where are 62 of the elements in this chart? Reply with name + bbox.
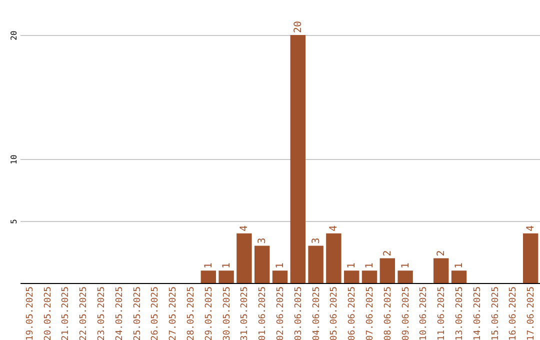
data-label: 3	[310, 238, 322, 244]
bar	[451, 270, 467, 283]
x-tick-label: 17.06.2025	[526, 286, 537, 340]
x-tick-label: 05.06.2025	[330, 286, 340, 340]
data-label: 3	[257, 238, 268, 244]
y-tick-label: 10	[10, 154, 18, 164]
x-tick-label: 16.06.2025	[508, 286, 519, 340]
data-label: 4	[526, 225, 537, 232]
x-tick-label: 14.06.2025	[472, 286, 483, 340]
data-label: 4	[239, 225, 250, 232]
x-tick-label: 09.06.2025	[401, 286, 412, 340]
x-tick-label: 07.06.2025	[366, 286, 376, 340]
x-tick-label: 26.05.2025	[150, 286, 161, 340]
x-tick-label: 20.05.2025	[43, 286, 54, 340]
bar	[380, 258, 396, 283]
data-label: 1	[364, 262, 376, 269]
bar	[200, 270, 216, 283]
data-label: 2	[382, 250, 394, 256]
x-tick-label: 10.06.2025	[419, 286, 430, 340]
bar	[218, 270, 234, 283]
x-tick-label: 31.05.2025	[240, 286, 250, 340]
data-label: 1	[221, 262, 232, 269]
data-label: 1	[454, 262, 465, 269]
y-tick-label: 20	[10, 30, 18, 40]
x-tick-label: 06.06.2025	[348, 286, 358, 340]
x-tick-label: 28.05.2025	[186, 286, 196, 340]
x-tick-label: 01.06.2025	[258, 286, 268, 340]
data-label: 1	[400, 262, 412, 269]
x-tick-label: 11.06.2025	[437, 286, 448, 340]
x-tick-label: 21.05.2025	[61, 286, 72, 340]
y-tick-label: 5	[10, 218, 18, 224]
bar	[398, 270, 413, 283]
x-tick-label: 04.06.2025	[312, 286, 322, 340]
bar	[362, 270, 378, 283]
x-tick-label: 19.05.2025	[25, 286, 36, 340]
x-tick-label: 30.05.2025	[222, 286, 232, 340]
x-tick-label: 24.05.2025	[114, 286, 125, 340]
x-tick-label: 27.05.2025	[168, 286, 179, 340]
data-label: 4	[328, 225, 340, 232]
x-tick-label: 02.06.2025	[276, 286, 286, 340]
data-label: 20	[292, 20, 304, 33]
data-label: 1	[203, 262, 214, 269]
bar	[272, 270, 288, 283]
x-tick-label: 25.05.2025	[132, 286, 143, 340]
bar	[326, 233, 342, 283]
x-tick-label: 22.05.2025	[79, 286, 90, 340]
data-label: 2	[436, 250, 448, 256]
x-tick-label: 29.05.2025	[204, 286, 214, 340]
bar	[290, 35, 306, 283]
x-tick-label: 03.06.2025	[294, 286, 304, 340]
bar	[236, 233, 252, 283]
bar	[433, 258, 449, 283]
bar	[308, 246, 324, 283]
bar	[344, 270, 360, 283]
x-tick-label: 15.06.2025	[490, 286, 501, 340]
data-label: 1	[346, 262, 358, 269]
x-tick-label: 08.06.2025	[383, 286, 394, 340]
bar	[254, 246, 270, 283]
x-tick-label: 23.05.2025	[97, 286, 107, 340]
x-tick-label: 13.06.2025	[455, 286, 465, 340]
bar	[522, 233, 538, 283]
data-label: 1	[275, 262, 286, 269]
